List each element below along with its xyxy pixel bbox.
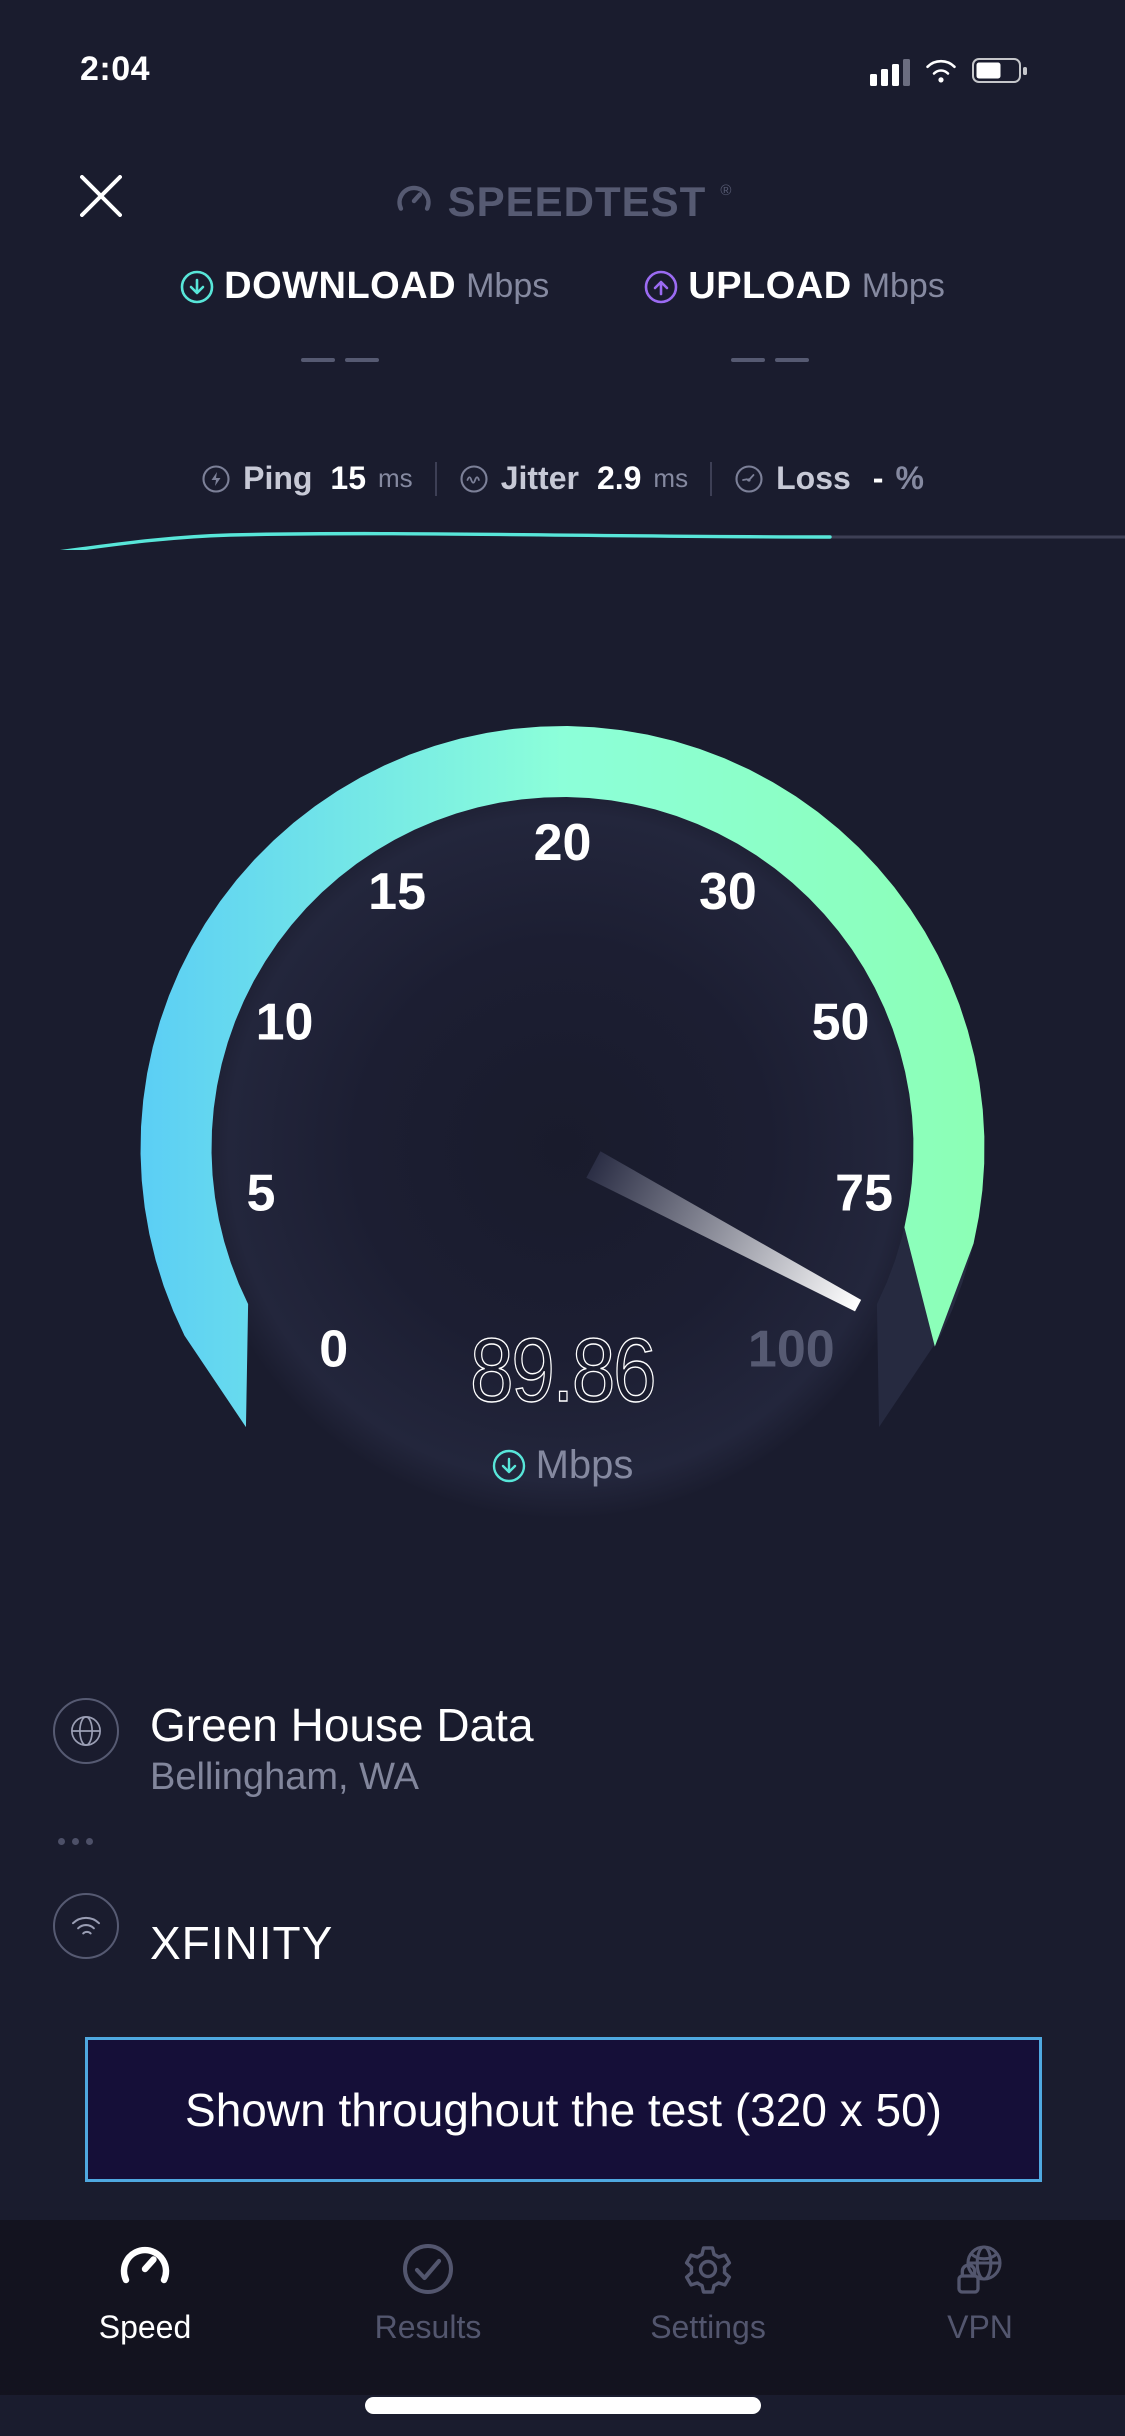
svg-text:30: 30 [699, 863, 757, 921]
svg-text:75: 75 [835, 1164, 893, 1222]
svg-text:20: 20 [534, 814, 592, 872]
svg-text:5: 5 [246, 1164, 275, 1222]
svg-text:50: 50 [812, 994, 870, 1052]
svg-text:15: 15 [368, 863, 426, 921]
svg-text:10: 10 [256, 994, 314, 1052]
